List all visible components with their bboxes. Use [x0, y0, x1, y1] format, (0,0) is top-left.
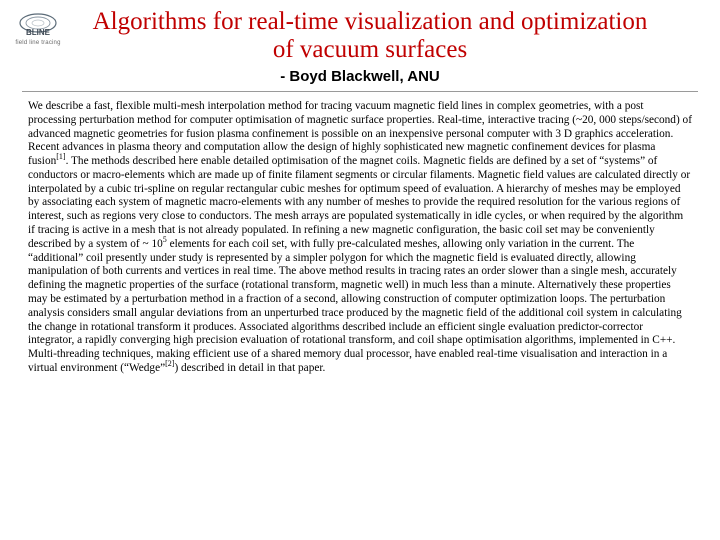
slide-page: BLINE field line tracing Algorithms for … [0, 0, 720, 540]
logo-label: BLINE [26, 28, 51, 37]
bline-logo-icon: BLINE [16, 8, 60, 38]
title-divider [22, 91, 698, 92]
abstract-body: We describe a fast, flexible multi-mesh … [22, 100, 698, 376]
page-title: Algorithms for real-time visualization a… [22, 8, 698, 64]
author-line: - Boyd Blackwell, ANU [22, 68, 698, 85]
logo: BLINE field line tracing [10, 8, 66, 46]
logo-caption: field line tracing [10, 40, 66, 46]
